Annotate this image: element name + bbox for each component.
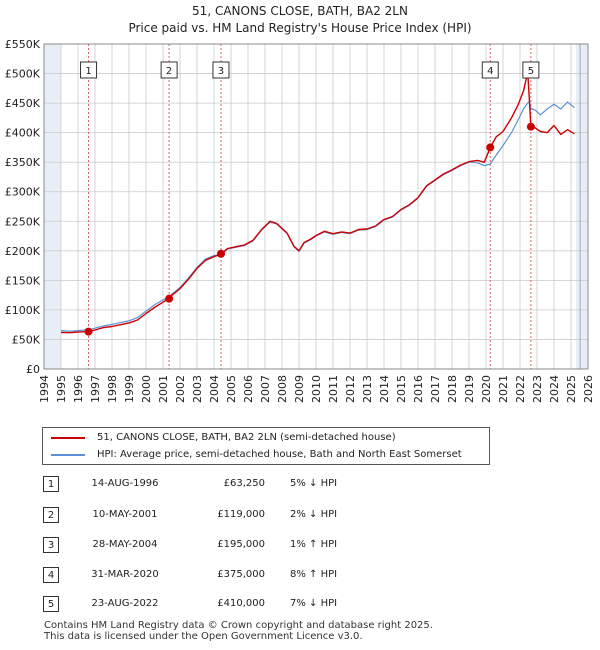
sale-point xyxy=(216,249,225,258)
x-tick-label: 2012 xyxy=(344,375,357,403)
x-tick-label: 1999 xyxy=(123,375,136,403)
table-row: 2 10-MAY-2001 £119,000 2% ↓ HPI xyxy=(0,507,600,525)
x-tick-label: 2004 xyxy=(208,375,221,403)
sale-number-badge: 5 xyxy=(43,596,59,612)
y-tick-label: £300K xyxy=(5,186,41,199)
x-tick-label: 1996 xyxy=(72,375,85,403)
x-tick-label: 1995 xyxy=(55,375,68,403)
sale-marker-label: 3 xyxy=(218,66,224,77)
table-row: 4 31-MAR-2020 £375,000 8% ↑ HPI xyxy=(0,567,600,585)
x-tick-label: 2003 xyxy=(191,375,204,403)
x-tick-label: 2016 xyxy=(412,375,425,403)
sale-price: £410,000 xyxy=(217,598,265,609)
legend-swatch-property xyxy=(51,437,85,439)
legend-label-property: 51, CANONS CLOSE, BATH, BA2 2LN (semi-de… xyxy=(97,432,396,443)
sale-marker-label: 5 xyxy=(528,66,534,77)
x-tick-label: 2020 xyxy=(480,375,493,403)
x-tick-label: 2014 xyxy=(378,375,391,403)
sale-marker-label: 2 xyxy=(166,66,172,77)
y-tick-label: £500K xyxy=(5,68,41,81)
sale-hpi-comparison: 8% ↑ HPI xyxy=(290,569,338,580)
sale-date: 14-AUG-1996 xyxy=(91,478,159,489)
sale-date: 31-MAR-2020 xyxy=(91,569,159,580)
property-price-line xyxy=(60,71,575,334)
x-tick-label: 2018 xyxy=(446,375,459,403)
sale-marker-box xyxy=(160,61,178,79)
x-tick-label: 2006 xyxy=(242,375,255,403)
sale-price: £63,250 xyxy=(223,478,265,489)
x-tick-label: 2022 xyxy=(514,375,527,403)
sale-hpi-comparison: 7% ↓ HPI xyxy=(290,598,338,609)
x-tick-label: 2024 xyxy=(548,375,561,403)
x-tick-label: 2010 xyxy=(310,375,323,403)
sale-number-badge: 3 xyxy=(43,537,59,553)
x-tick-label: 2002 xyxy=(174,375,187,403)
sale-price: £119,000 xyxy=(217,509,265,520)
sale-point xyxy=(84,327,93,336)
shaded-region xyxy=(576,44,588,369)
footer-license: This data is licensed under the Open Gov… xyxy=(44,631,363,642)
plot-border xyxy=(43,43,589,370)
x-tick-label: 2011 xyxy=(327,375,340,403)
sale-number-badge: 4 xyxy=(43,567,59,583)
y-tick-label: £200K xyxy=(5,245,41,258)
x-tick-label: 2008 xyxy=(276,375,289,403)
sale-date: 23-AUG-2022 xyxy=(91,598,159,609)
legend: 51, CANONS CLOSE, BATH, BA2 2LN (semi-de… xyxy=(42,427,490,465)
x-tick-label: 1998 xyxy=(106,375,119,403)
y-tick-label: £400K xyxy=(5,127,41,140)
sale-number-badge: 2 xyxy=(43,507,59,523)
x-tick-label: 2005 xyxy=(225,375,238,403)
table-row: 3 28-MAY-2004 £195,000 1% ↑ HPI xyxy=(0,537,600,555)
x-tick-label: 1994 xyxy=(38,375,51,403)
sale-marker-box xyxy=(80,61,98,79)
x-tick-label: 2000 xyxy=(140,375,153,403)
sale-point xyxy=(165,294,174,303)
chart-title-line1: 51, CANONS CLOSE, BATH, BA2 2LN xyxy=(192,4,408,18)
x-tick-label: 2026 xyxy=(582,375,595,403)
y-tick-label: £250K xyxy=(5,215,41,228)
x-tick-label: 2015 xyxy=(395,375,408,403)
y-tick-label: £0 xyxy=(26,363,40,376)
chart-title-line2: Price paid vs. HM Land Registry's House … xyxy=(128,21,472,35)
sale-date: 10-MAY-2001 xyxy=(92,509,158,520)
x-tick-label: 2017 xyxy=(429,375,442,403)
table-row: 1 14-AUG-1996 £63,250 5% ↓ HPI xyxy=(0,476,600,494)
sale-marker-label: 4 xyxy=(487,66,493,77)
sale-marker-box xyxy=(481,61,499,79)
sale-hpi-comparison: 1% ↑ HPI xyxy=(290,539,338,550)
x-tick-label: 2023 xyxy=(531,375,544,403)
legend-label-hpi: HPI: Average price, semi-detached house,… xyxy=(97,449,462,460)
shaded-region xyxy=(44,44,61,369)
x-tick-label: 2007 xyxy=(259,375,272,403)
sale-marker-box xyxy=(522,61,540,79)
sale-hpi-comparison: 5% ↓ HPI xyxy=(290,478,338,489)
sale-price: £195,000 xyxy=(217,539,265,550)
y-tick-label: £350K xyxy=(5,156,41,169)
legend-swatch-hpi xyxy=(51,454,85,456)
sale-hpi-comparison: 2% ↓ HPI xyxy=(290,509,338,520)
x-tick-label: 2019 xyxy=(463,375,476,403)
sale-number-badge: 1 xyxy=(43,476,59,492)
footer-copyright: Contains HM Land Registry data © Crown c… xyxy=(44,620,433,631)
x-tick-label: 2021 xyxy=(497,375,510,403)
y-tick-label: £150K xyxy=(5,274,41,287)
x-tick-label: 2009 xyxy=(293,375,306,403)
y-tick-label: £550K xyxy=(5,38,41,51)
sale-marker-box xyxy=(212,61,230,79)
y-tick-label: £450K xyxy=(5,97,41,110)
y-tick-label: £100K xyxy=(5,304,41,317)
sale-price: £375,000 xyxy=(217,569,265,580)
x-tick-label: 1997 xyxy=(89,375,102,403)
table-row: 5 23-AUG-2022 £410,000 7% ↓ HPI xyxy=(0,596,600,614)
x-tick-label: 2013 xyxy=(361,375,374,403)
y-tick-label: £50K xyxy=(12,333,41,346)
price-chart: £0 £50K £100K £150K £200K £250K £300K £350K £400… xyxy=(5,38,595,403)
sale-point xyxy=(526,122,535,131)
sale-date: 28-MAY-2004 xyxy=(92,539,158,550)
sale-marker-label: 1 xyxy=(85,66,91,77)
x-tick-label: 2001 xyxy=(157,375,170,403)
x-tick-label: 2025 xyxy=(565,375,578,403)
sale-point xyxy=(486,143,495,152)
